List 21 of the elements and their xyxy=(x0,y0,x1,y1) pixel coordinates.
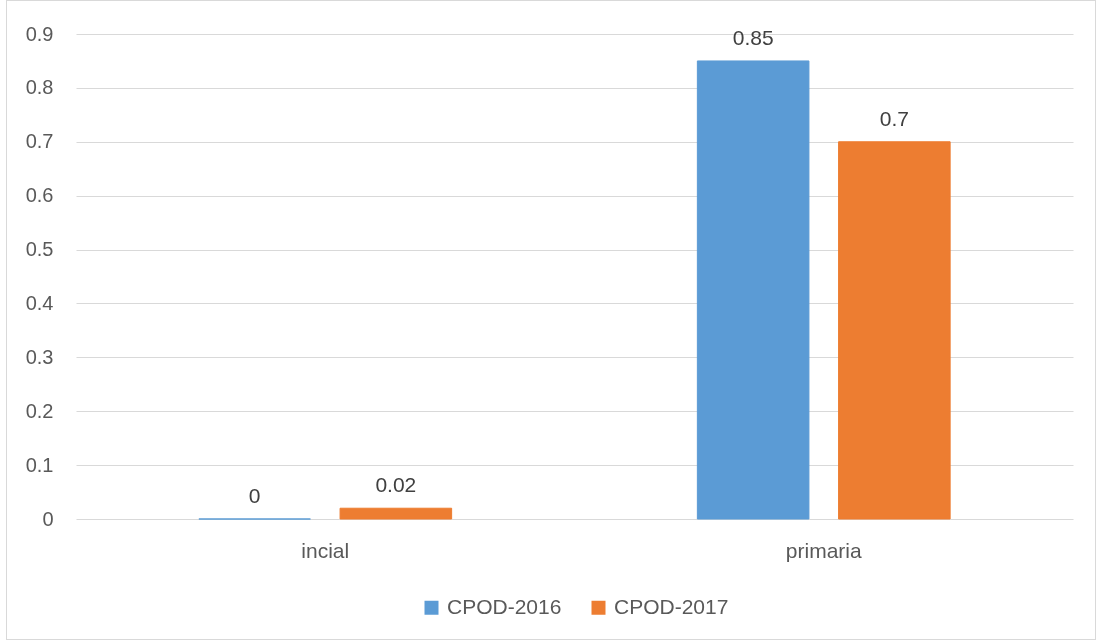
data-label: 0 xyxy=(248,484,261,507)
data-label: 0.85 xyxy=(732,25,774,49)
y-tick-label: 0.4 xyxy=(25,291,54,314)
legend-label: CPOD-2017 xyxy=(614,594,729,618)
y-tick-label: 0.8 xyxy=(25,76,54,99)
y-tick-label: 0.5 xyxy=(25,238,54,261)
y-tick-label: 0.9 xyxy=(25,22,54,45)
legend-label: CPOD-2016 xyxy=(447,594,562,618)
y-tick-label: 0 xyxy=(42,507,54,530)
y-tick-label: 0.1 xyxy=(25,453,54,476)
y-tick-label: 0.3 xyxy=(25,345,54,368)
bar xyxy=(339,507,453,520)
x-tick-label: primaria xyxy=(785,538,862,562)
y-tick-label: 0.2 xyxy=(25,399,54,422)
y-tick-label: 0.6 xyxy=(25,184,54,207)
data-label: 0.7 xyxy=(879,106,909,130)
bar xyxy=(696,60,810,520)
data-label: 0.02 xyxy=(375,473,417,497)
x-tick-label: incial xyxy=(301,538,350,562)
y-tick-label: 0.7 xyxy=(25,130,54,153)
bar xyxy=(838,141,951,520)
